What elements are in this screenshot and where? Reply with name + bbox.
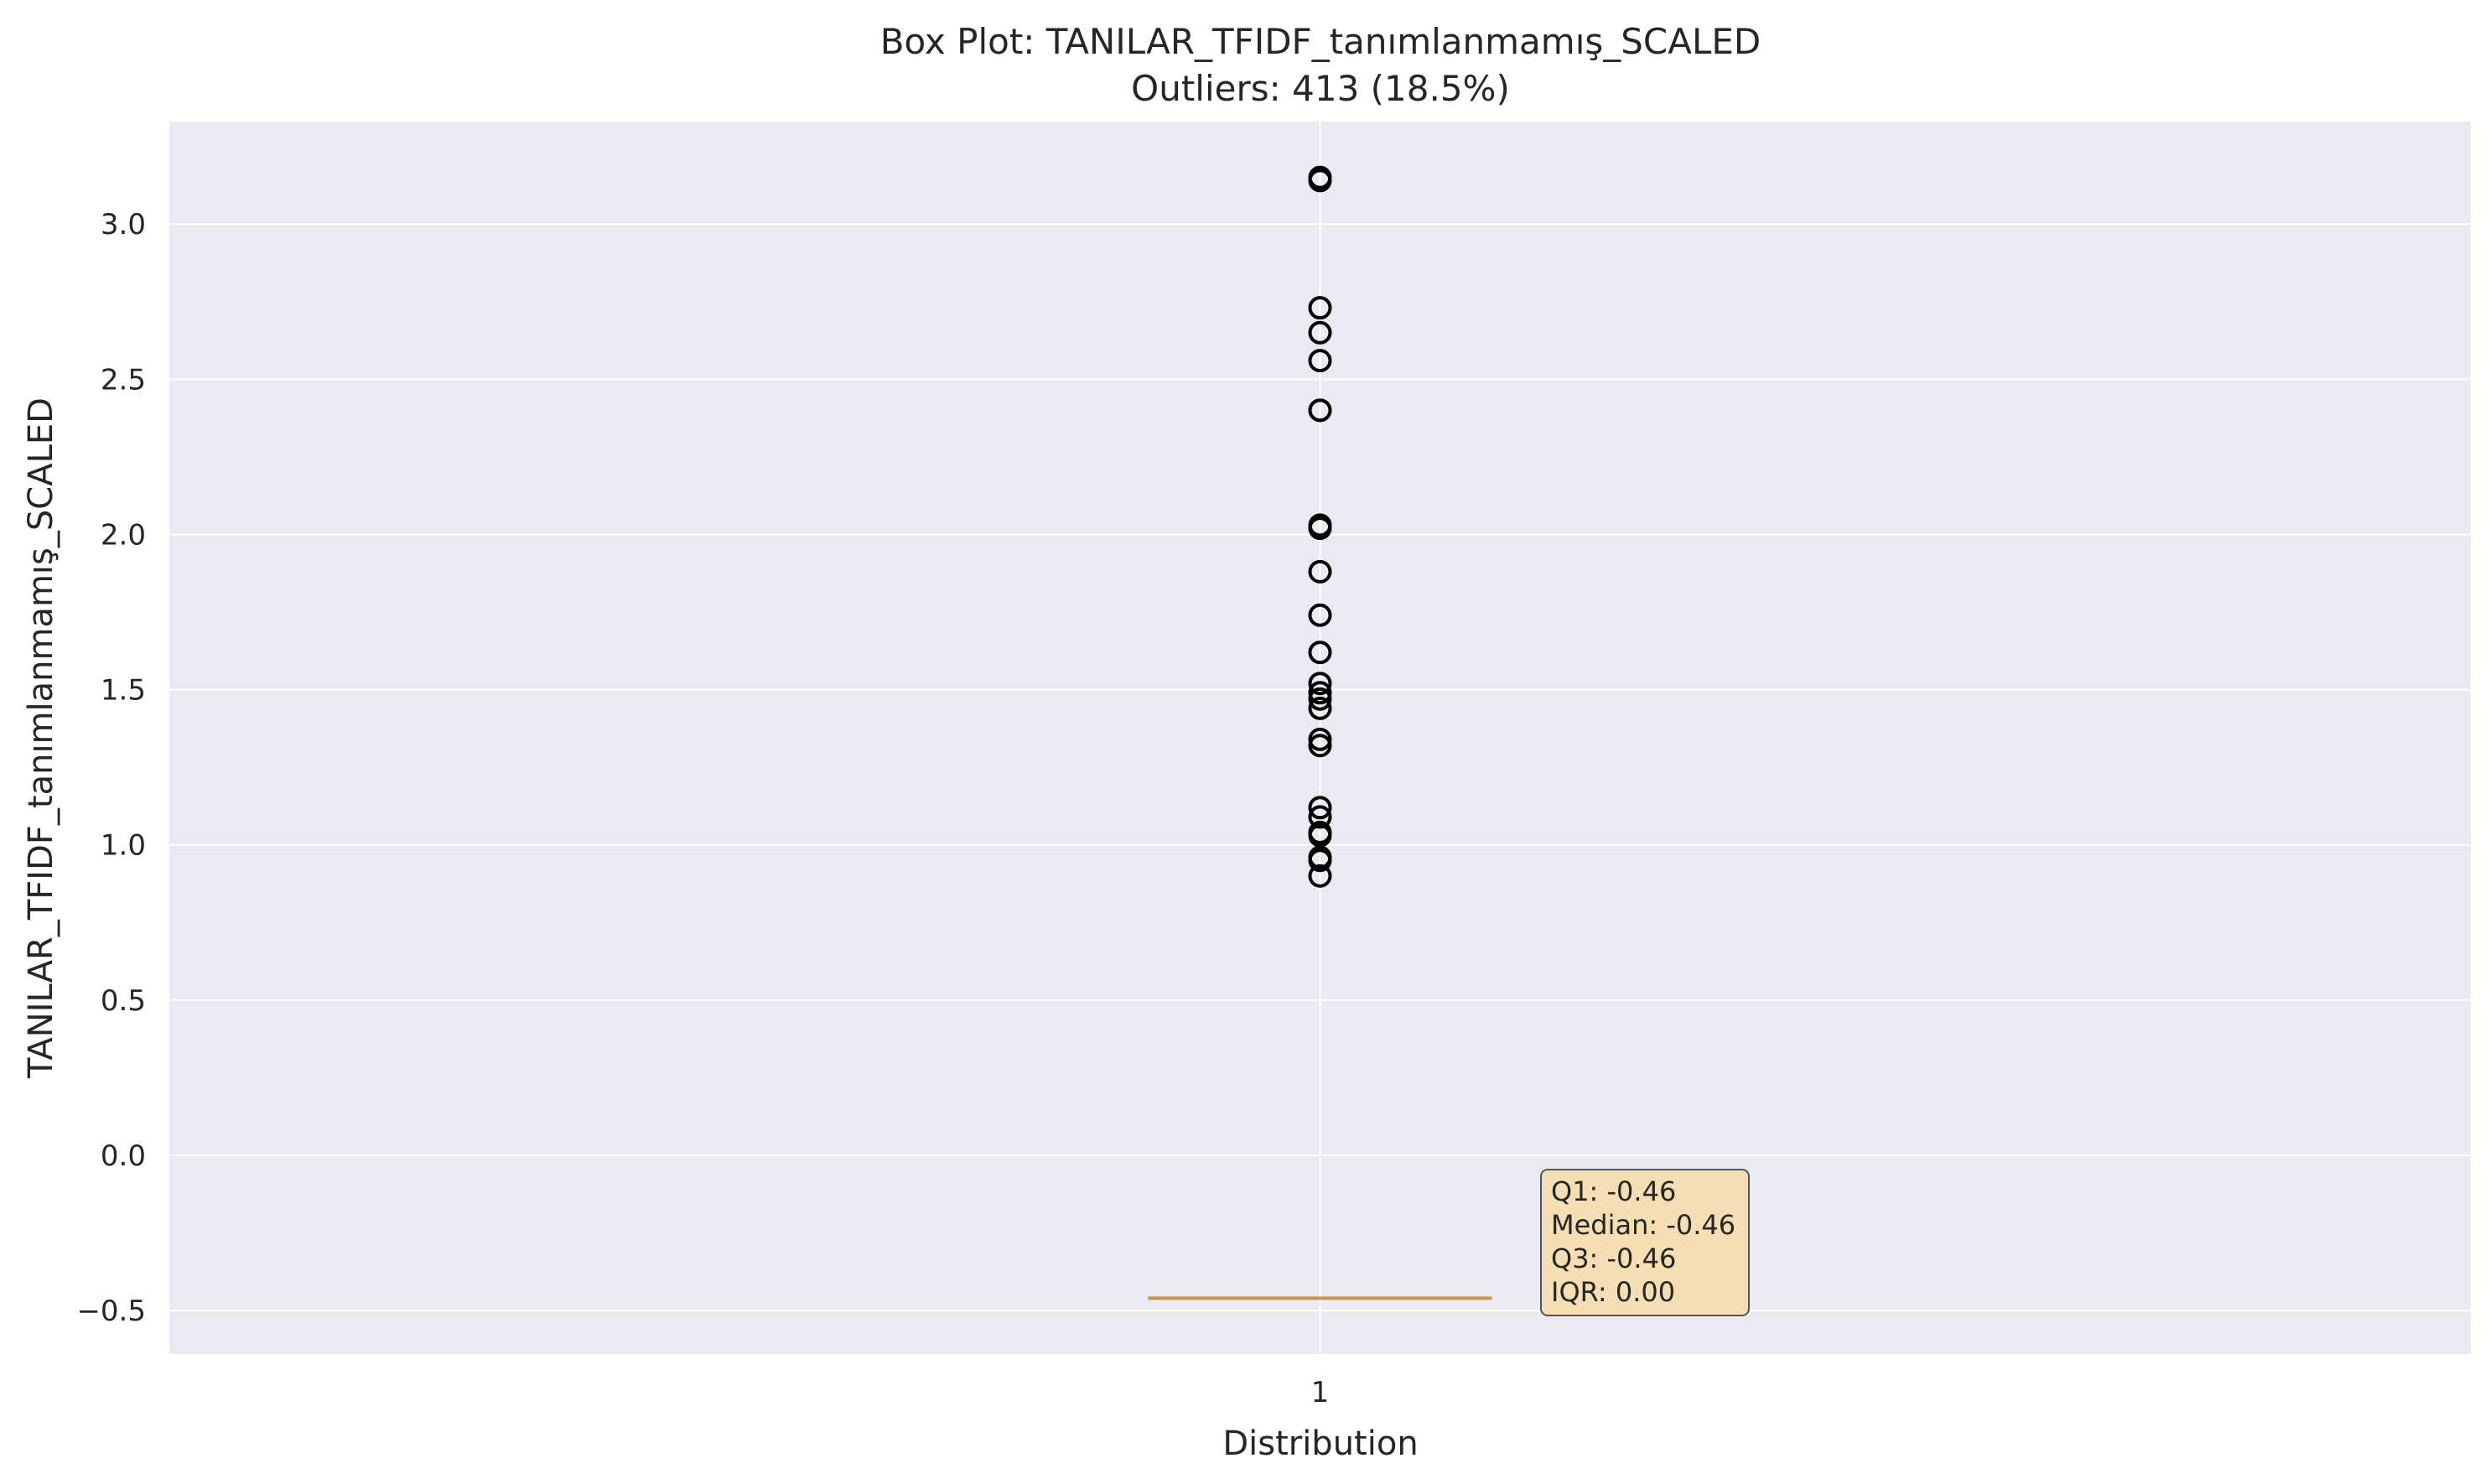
box-group [1148,1296,1492,1300]
y-tick-labels: −0.5 0.0 0.5 1.0 1.5 2.0 2.5 3.0 [76,208,146,1328]
chart-title: Box Plot: TANILAR_TFIDF_tanımlanmamış_SC… [880,21,1761,62]
outlier-point [1308,672,1332,696]
outlier-point [1308,848,1332,873]
outlier-points [1308,165,1332,888]
y-tick-label: 2.0 [101,518,146,552]
y-tick-label: 0.0 [101,1139,146,1173]
outlier-point [1308,559,1332,584]
y-tick-label: 1.0 [101,829,146,863]
outlier-point [1308,398,1332,423]
outlier-point [1308,165,1332,189]
outlier-point [1308,641,1332,665]
y-tick-label: −0.5 [76,1295,146,1328]
outlier-point [1308,516,1332,541]
y-tick-label: 3.0 [101,208,146,241]
y-tick-label: 1.5 [101,674,146,708]
x-tick-label: 1 [1311,1376,1330,1409]
stats-annotation-box [1540,1169,1750,1316]
outlier-point [1308,320,1332,345]
outlier-point [1308,296,1332,320]
outlier-point [1308,864,1332,888]
stats-q3: Q3: -0.46 [1551,1243,1676,1274]
stats-iqr: IQR: 0.00 [1551,1276,1675,1308]
outlier-point [1308,603,1332,627]
x-axis-label: Distribution [1222,1424,1418,1463]
grid-lines [169,122,2471,1354]
stats-q1: Q1: -0.46 [1551,1175,1676,1207]
outlier-point [1308,681,1332,705]
chart-subtitle: Outliers: 413 (18.5%) [1131,68,1510,109]
outlier-point [1308,734,1332,758]
outlier-point [1308,796,1332,820]
y-tick-label: 2.5 [101,363,146,397]
y-tick-label: 0.5 [101,984,146,1018]
outlier-point [1308,687,1332,711]
x-tick-labels: 1 [1311,1376,1330,1409]
stats-annotation: Q1: -0.46 Median: -0.46 Q3: -0.46 IQR: 0… [1540,1169,1750,1316]
outlier-point [1308,696,1332,720]
stats-median: Median: -0.46 [1551,1209,1735,1241]
outlier-point [1308,727,1332,751]
y-axis-label: TANILAR_TFIDF_tanımlanmamış_SCALED [22,397,60,1079]
outlier-point [1308,349,1332,373]
